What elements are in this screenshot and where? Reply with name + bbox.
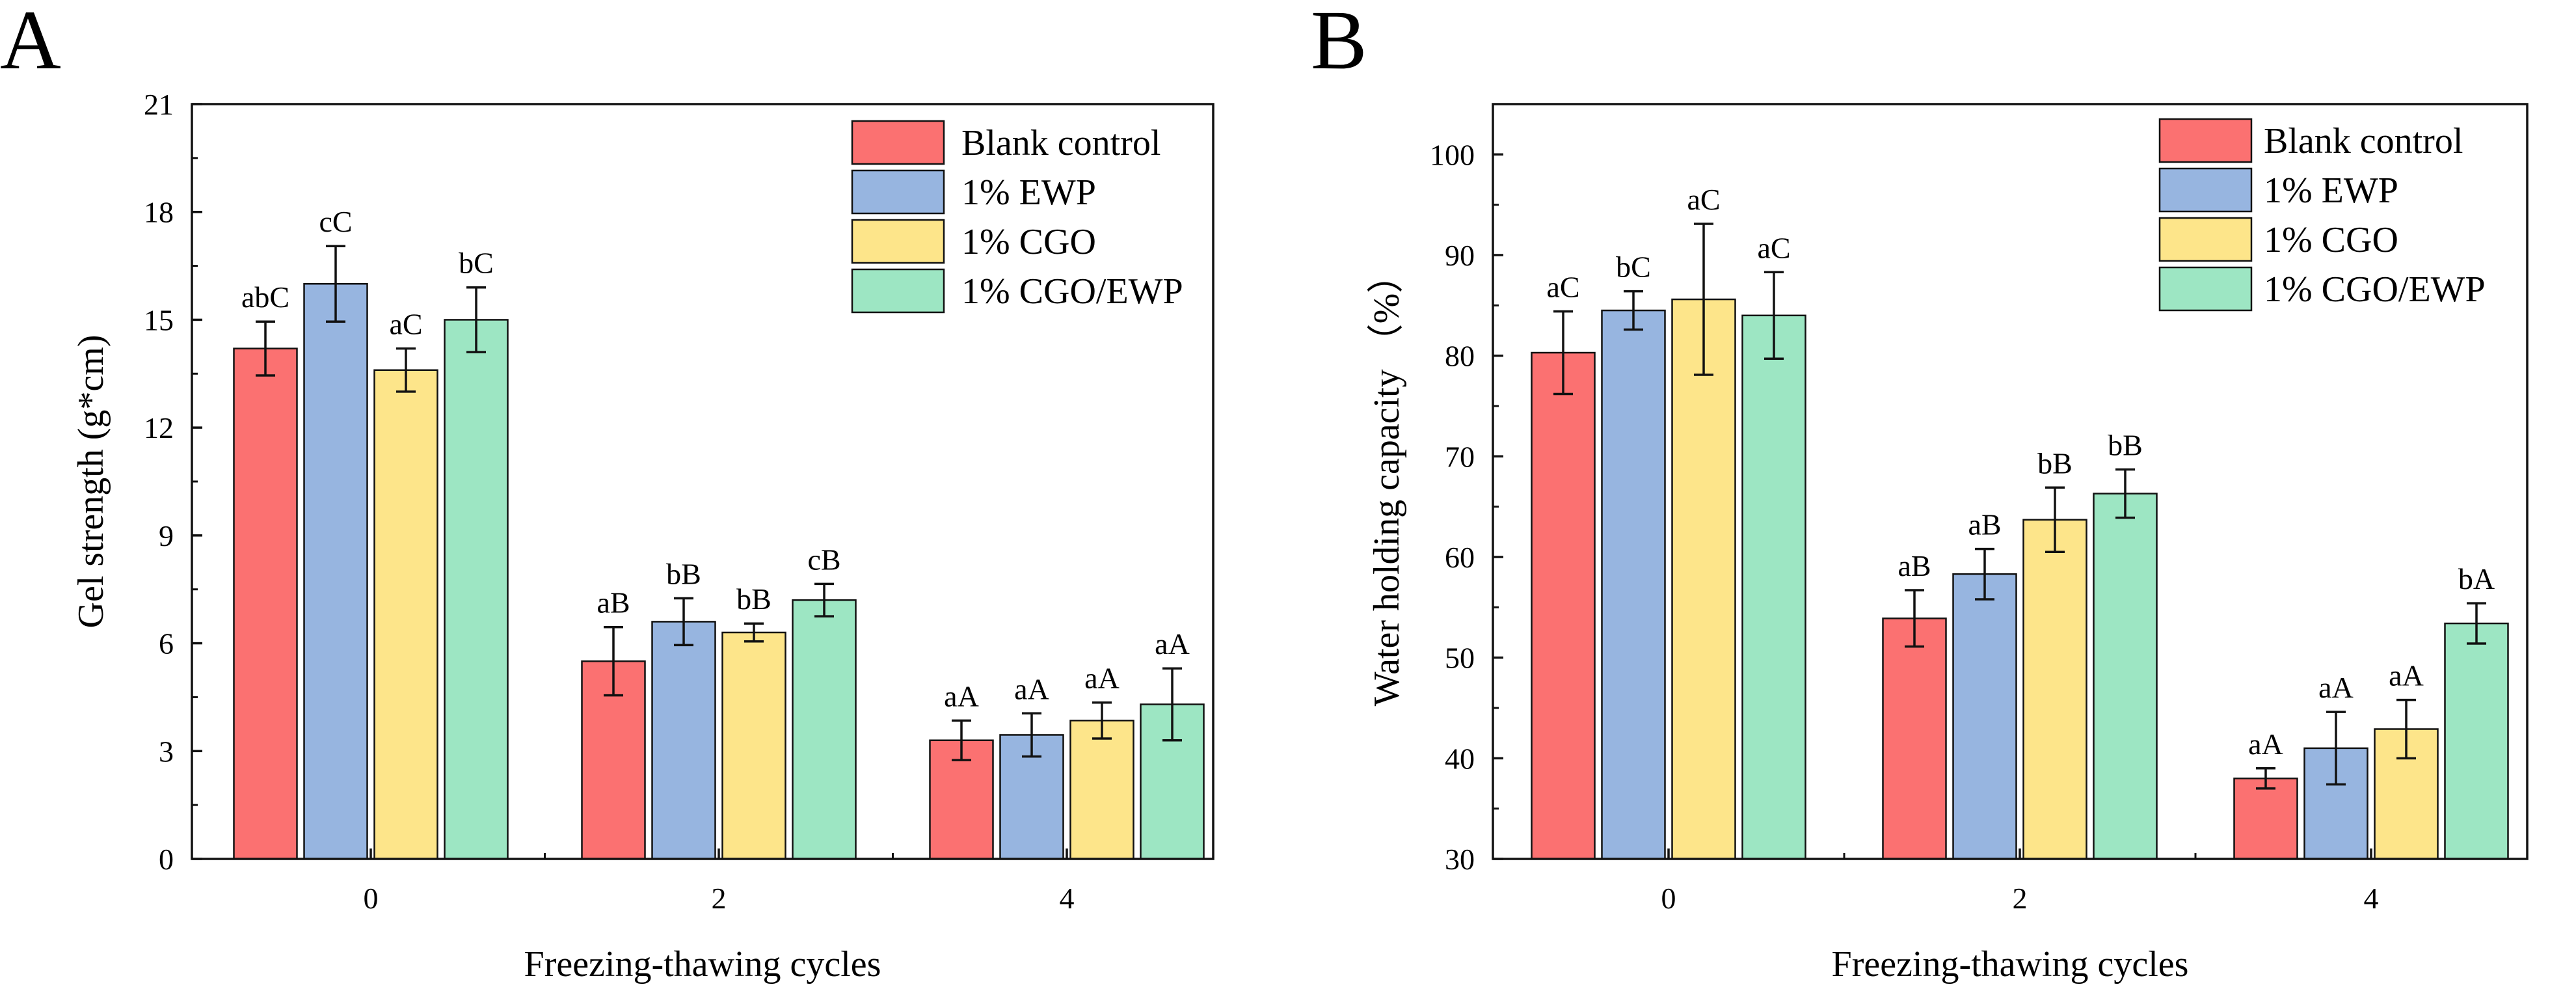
y-tick-label: 70 [1445, 440, 1475, 473]
y-tick-label: 60 [1445, 541, 1475, 574]
significance-label: bA [2458, 562, 2495, 595]
legend-swatch [2158, 167, 2253, 213]
bar [1671, 298, 1736, 860]
bar [2093, 493, 2158, 860]
legend-swatch [851, 120, 945, 165]
significance-label: bB [2037, 446, 2073, 480]
legend-swatch [2158, 266, 2253, 312]
y-tick-label: 18 [144, 196, 174, 229]
significance-label: aA [2389, 659, 2424, 692]
significance-label: aA [2318, 671, 2354, 704]
significance-label: bB [666, 558, 701, 591]
bar [1531, 351, 1596, 860]
bar [1882, 618, 1947, 860]
bar [2233, 778, 2298, 860]
x-tick-label: 0 [1661, 882, 1676, 915]
y-axis-title: Water holding capacity （%） [1367, 257, 1407, 707]
y-tick-label: 100 [1430, 138, 1475, 171]
significance-label: cC [319, 205, 352, 238]
y-axis-title: Gel strength (g*cm) [71, 335, 111, 629]
y-tick-label: 9 [159, 519, 174, 552]
x-tick-label: 2 [712, 882, 727, 915]
panel-letter: B [1311, 0, 1367, 87]
bar [1069, 720, 1134, 860]
legend-swatch [851, 268, 945, 314]
significance-label: aC [1687, 183, 1720, 216]
x-tick-label: 4 [2364, 882, 2379, 915]
bar [721, 631, 786, 860]
significance-label: aB [597, 586, 630, 619]
bar [651, 621, 716, 860]
legend-label: 1% CGO/EWP [961, 271, 1183, 312]
y-tick-label: 30 [1445, 843, 1475, 876]
y-tick-label: 12 [144, 411, 174, 444]
significance-label: cB [807, 543, 840, 576]
bar [2444, 622, 2509, 860]
legend-swatch [2158, 217, 2253, 262]
significance-label: bC [459, 247, 494, 280]
legend-swatch [2158, 118, 2253, 163]
legend-label: Blank control [2264, 121, 2463, 161]
panel-b-water-holding-capacity-chart: BaCaBaAbCaBaAaCbBaAaCbBbA304050607080901… [1311, 0, 2529, 984]
y-tick-label: 80 [1445, 340, 1475, 373]
significance-label: aA [1014, 672, 1049, 705]
significance-label: aA [944, 679, 979, 713]
bar [303, 282, 368, 860]
significance-label: aA [2248, 727, 2283, 761]
y-tick-label: 3 [159, 735, 174, 768]
x-tick-label: 4 [1060, 882, 1075, 915]
significance-label: aA [1084, 662, 1120, 695]
significance-label: aB [1968, 508, 2001, 541]
y-tick-label: 15 [144, 303, 174, 336]
panel-letter: A [0, 0, 61, 87]
significance-label: bB [736, 582, 771, 616]
x-axis-title: Freezing-thawing cycles [1832, 944, 2189, 984]
significance-label: bB [2108, 428, 2143, 461]
x-tick-label: 2 [2013, 882, 2028, 915]
y-tick-label: 90 [1445, 239, 1475, 272]
legend-swatch [851, 169, 945, 215]
bar [1601, 309, 1666, 860]
bar [233, 347, 298, 860]
significance-label: aC [389, 308, 422, 341]
y-tick-label: 6 [159, 627, 174, 660]
legend-swatch [851, 219, 945, 264]
y-tick-label: 21 [144, 88, 174, 121]
bar [792, 599, 857, 860]
legend-label: 1% CGO [961, 222, 1096, 262]
legend-label: Blank control [961, 123, 1161, 163]
legend-label: 1% EWP [2264, 170, 2398, 211]
significance-label: aC [1546, 271, 1579, 304]
legend-label: 1% CGO/EWP [2264, 269, 2486, 310]
y-tick-label: 0 [159, 843, 174, 876]
bar [444, 319, 509, 860]
bar [373, 369, 438, 860]
significance-label: aB [1898, 549, 1931, 582]
legend-label: 1% CGO [2264, 220, 2398, 260]
significance-label: aA [1155, 627, 1190, 660]
plot-frame [1492, 103, 2529, 860]
y-tick-label: 40 [1445, 742, 1475, 775]
bar [1952, 573, 2017, 860]
x-tick-label: 0 [364, 882, 379, 915]
bar [1741, 314, 1806, 860]
x-axis-title: Freezing-thawing cycles [524, 944, 881, 984]
significance-label: abC [241, 280, 289, 314]
significance-label: bC [1616, 251, 1651, 284]
legend-label: 1% EWP [961, 172, 1096, 213]
bar [2022, 519, 2087, 860]
significance-label: aC [1757, 231, 1790, 264]
y-tick-label: 50 [1445, 642, 1475, 675]
